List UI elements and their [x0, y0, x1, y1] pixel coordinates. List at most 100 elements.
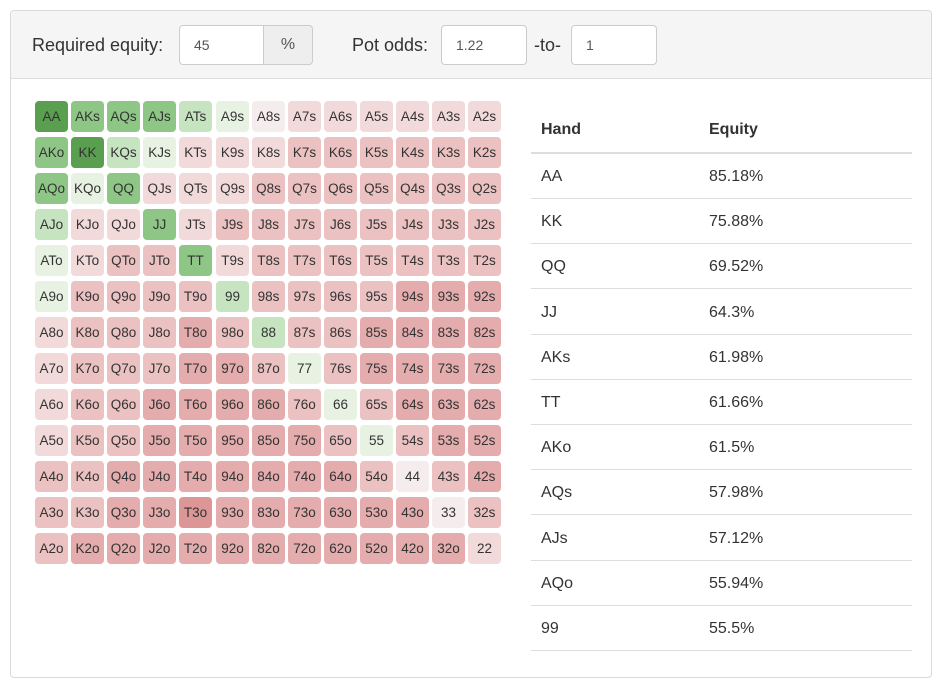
hand-cell[interactable]: A4o: [35, 461, 68, 492]
hand-cell[interactable]: 92s: [468, 281, 501, 312]
hand-cell[interactable]: 76s: [324, 353, 357, 384]
hand-cell[interactable]: J4o: [143, 461, 176, 492]
hand-cell[interactable]: T8o: [179, 317, 212, 348]
hand-cell[interactable]: Q4s: [396, 173, 429, 204]
hand-cell[interactable]: 86o: [252, 389, 285, 420]
hand-cell[interactable]: A9o: [35, 281, 68, 312]
hand-cell[interactable]: 93s: [432, 281, 465, 312]
hand-cell[interactable]: J3s: [432, 209, 465, 240]
hand-cell[interactable]: T2o: [179, 533, 212, 564]
hand-cell[interactable]: 93o: [216, 497, 249, 528]
hand-cell[interactable]: Q4o: [107, 461, 140, 492]
hand-cell[interactable]: T5s: [360, 245, 393, 276]
hand-cell[interactable]: Q6s: [324, 173, 357, 204]
hand-cell[interactable]: K7s: [288, 137, 321, 168]
hand-cell[interactable]: AA: [35, 101, 68, 132]
hand-cell[interactable]: 53s: [432, 425, 465, 456]
hand-cell[interactable]: T3s: [432, 245, 465, 276]
hand-cell[interactable]: AQs: [107, 101, 140, 132]
hand-cell[interactable]: J2o: [143, 533, 176, 564]
hand-cell[interactable]: QTo: [107, 245, 140, 276]
hand-cell[interactable]: J6o: [143, 389, 176, 420]
hand-cell[interactable]: A2o: [35, 533, 68, 564]
hand-cell[interactable]: K9s: [216, 137, 249, 168]
hand-cell[interactable]: A8s: [252, 101, 285, 132]
hand-cell[interactable]: 85s: [360, 317, 393, 348]
hand-cell[interactable]: KQs: [107, 137, 140, 168]
hand-cell[interactable]: 64s: [396, 389, 429, 420]
hand-cell[interactable]: 66: [324, 389, 357, 420]
hand-cell[interactable]: AJo: [35, 209, 68, 240]
hand-cell[interactable]: K6o: [71, 389, 104, 420]
hand-cell[interactable]: 87o: [252, 353, 285, 384]
hand-cell[interactable]: 88: [252, 317, 285, 348]
hand-cell[interactable]: T4o: [179, 461, 212, 492]
hand-cell[interactable]: 54s: [396, 425, 429, 456]
hand-cell[interactable]: K3s: [432, 137, 465, 168]
hand-cell[interactable]: 73s: [432, 353, 465, 384]
hand-cell[interactable]: A3o: [35, 497, 68, 528]
hand-cell[interactable]: J3o: [143, 497, 176, 528]
hand-cell[interactable]: J9o: [143, 281, 176, 312]
hand-cell[interactable]: 72s: [468, 353, 501, 384]
hand-cell[interactable]: 82s: [468, 317, 501, 348]
hand-cell[interactable]: 83s: [432, 317, 465, 348]
hand-cell[interactable]: 97s: [288, 281, 321, 312]
hand-cell[interactable]: T5o: [179, 425, 212, 456]
hand-cell[interactable]: K8s: [252, 137, 285, 168]
hand-cell[interactable]: K2o: [71, 533, 104, 564]
hand-cell[interactable]: QJo: [107, 209, 140, 240]
hand-cell[interactable]: 42o: [396, 533, 429, 564]
hand-cell[interactable]: A5o: [35, 425, 68, 456]
hand-cell[interactable]: T6s: [324, 245, 357, 276]
hand-cell[interactable]: 84s: [396, 317, 429, 348]
hand-cell[interactable]: 74s: [396, 353, 429, 384]
required-equity-input[interactable]: 45: [179, 25, 264, 65]
hand-cell[interactable]: 65o: [324, 425, 357, 456]
hand-cell[interactable]: T9s: [216, 245, 249, 276]
hand-cell[interactable]: T7s: [288, 245, 321, 276]
hand-cell[interactable]: 52o: [360, 533, 393, 564]
hand-cell[interactable]: K2s: [468, 137, 501, 168]
hand-cell[interactable]: 44: [396, 461, 429, 492]
hand-cell[interactable]: 92o: [216, 533, 249, 564]
hand-cell[interactable]: 22: [468, 533, 501, 564]
hand-cell[interactable]: T7o: [179, 353, 212, 384]
hand-cell[interactable]: Q3s: [432, 173, 465, 204]
hand-cell[interactable]: 77: [288, 353, 321, 384]
hand-cell[interactable]: AKo: [35, 137, 68, 168]
hand-cell[interactable]: 43o: [396, 497, 429, 528]
hand-cell[interactable]: 73o: [288, 497, 321, 528]
hand-cell[interactable]: 75o: [288, 425, 321, 456]
hand-cell[interactable]: J8o: [143, 317, 176, 348]
hand-cell[interactable]: 65s: [360, 389, 393, 420]
hand-cell[interactable]: JTs: [179, 209, 212, 240]
hand-cell[interactable]: Q9s: [216, 173, 249, 204]
hand-cell[interactable]: KK: [71, 137, 104, 168]
hand-cell[interactable]: 62o: [324, 533, 357, 564]
hand-cell[interactable]: J5s: [360, 209, 393, 240]
hand-cell[interactable]: A8o: [35, 317, 68, 348]
hand-cell[interactable]: 95s: [360, 281, 393, 312]
hand-cell[interactable]: T4s: [396, 245, 429, 276]
hand-cell[interactable]: 43s: [432, 461, 465, 492]
hand-cell[interactable]: Q3o: [107, 497, 140, 528]
hand-cell[interactable]: T6o: [179, 389, 212, 420]
hand-cell[interactable]: QTs: [179, 173, 212, 204]
hand-cell[interactable]: 96s: [324, 281, 357, 312]
hand-cell[interactable]: 98o: [216, 317, 249, 348]
hand-cell[interactable]: T9o: [179, 281, 212, 312]
hand-cell[interactable]: 75s: [360, 353, 393, 384]
hand-cell[interactable]: K8o: [71, 317, 104, 348]
pot-odds-input[interactable]: 1.22: [441, 25, 527, 65]
hand-cell[interactable]: 64o: [324, 461, 357, 492]
hand-cell[interactable]: 82o: [252, 533, 285, 564]
hand-cell[interactable]: 94s: [396, 281, 429, 312]
hand-cell[interactable]: 87s: [288, 317, 321, 348]
hand-cell[interactable]: Q6o: [107, 389, 140, 420]
hand-cell[interactable]: AJs: [143, 101, 176, 132]
hand-cell[interactable]: Q5s: [360, 173, 393, 204]
hand-cell[interactable]: J2s: [468, 209, 501, 240]
hand-cell[interactable]: TT: [179, 245, 212, 276]
hand-cell[interactable]: KJs: [143, 137, 176, 168]
